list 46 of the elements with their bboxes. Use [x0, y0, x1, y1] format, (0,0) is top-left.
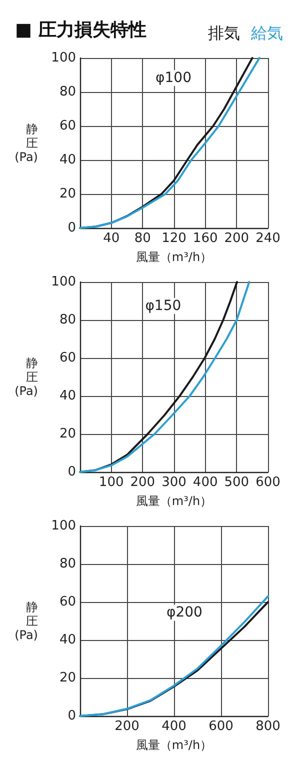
y-tick-label: 60 [59, 594, 76, 610]
x-tick-label: 40 [103, 231, 120, 246]
y-axis-title: 静圧(Pa) [14, 122, 38, 164]
annotation: φ200 [166, 604, 202, 621]
y-tick-label: 80 [59, 312, 76, 328]
y-tick-label: 0 [68, 708, 76, 724]
annotation: φ100 [156, 70, 192, 86]
x-tick-label: 200 [224, 231, 250, 246]
x-tick-label: 400 [162, 719, 186, 734]
x-tick-label: 500 [224, 475, 250, 490]
y-tick-label: 20 [59, 670, 76, 686]
y-tick-label: 100 [51, 518, 76, 534]
y-tick-label: 40 [59, 152, 76, 168]
x-tick-label: 300 [162, 475, 186, 490]
y-tick-label: 0 [68, 464, 76, 480]
x-tick-label: 600 [208, 719, 234, 734]
annotation: φ150 [145, 298, 182, 314]
x-tick-label: 240 [256, 231, 280, 246]
x-tick-label: 200 [114, 719, 140, 734]
x-axis-title: 風量（m³/h） [136, 250, 212, 264]
y-axis-title: 静圧(Pa) [14, 600, 38, 642]
x-tick-label: 600 [256, 475, 280, 490]
y-tick-label: 100 [51, 50, 76, 66]
y-tick-label: 60 [59, 350, 76, 366]
x-tick-label: 100 [98, 475, 124, 490]
x-tick-label: 80 [134, 231, 151, 246]
x-tick-label: 120 [162, 231, 186, 246]
y-tick-label: 0 [68, 220, 76, 236]
y-tick-label: 80 [59, 556, 76, 572]
x-axis-title: 風量（m³/h） [136, 494, 212, 508]
chart-title: ■ 圧力損失特性 [15, 20, 146, 40]
x-tick-label: 200 [130, 475, 156, 490]
x-tick-label: 160 [192, 231, 218, 246]
series-label: 排気 [208, 24, 240, 42]
y-tick-label: 60 [59, 118, 76, 134]
series-label: 給気 [250, 24, 283, 42]
y-axis-title: 静圧(Pa) [14, 356, 38, 398]
y-tick-label: 20 [59, 186, 76, 202]
y-tick-label: 100 [51, 274, 76, 290]
x-tick-label: 800 [256, 719, 280, 734]
x-axis-title: 風量（m³/h） [136, 738, 212, 752]
x-tick-label: 400 [192, 475, 218, 490]
y-tick-label: 20 [59, 426, 76, 442]
y-tick-label: 40 [59, 388, 76, 404]
y-tick-label: 80 [59, 84, 76, 100]
y-tick-label: 40 [59, 632, 76, 648]
